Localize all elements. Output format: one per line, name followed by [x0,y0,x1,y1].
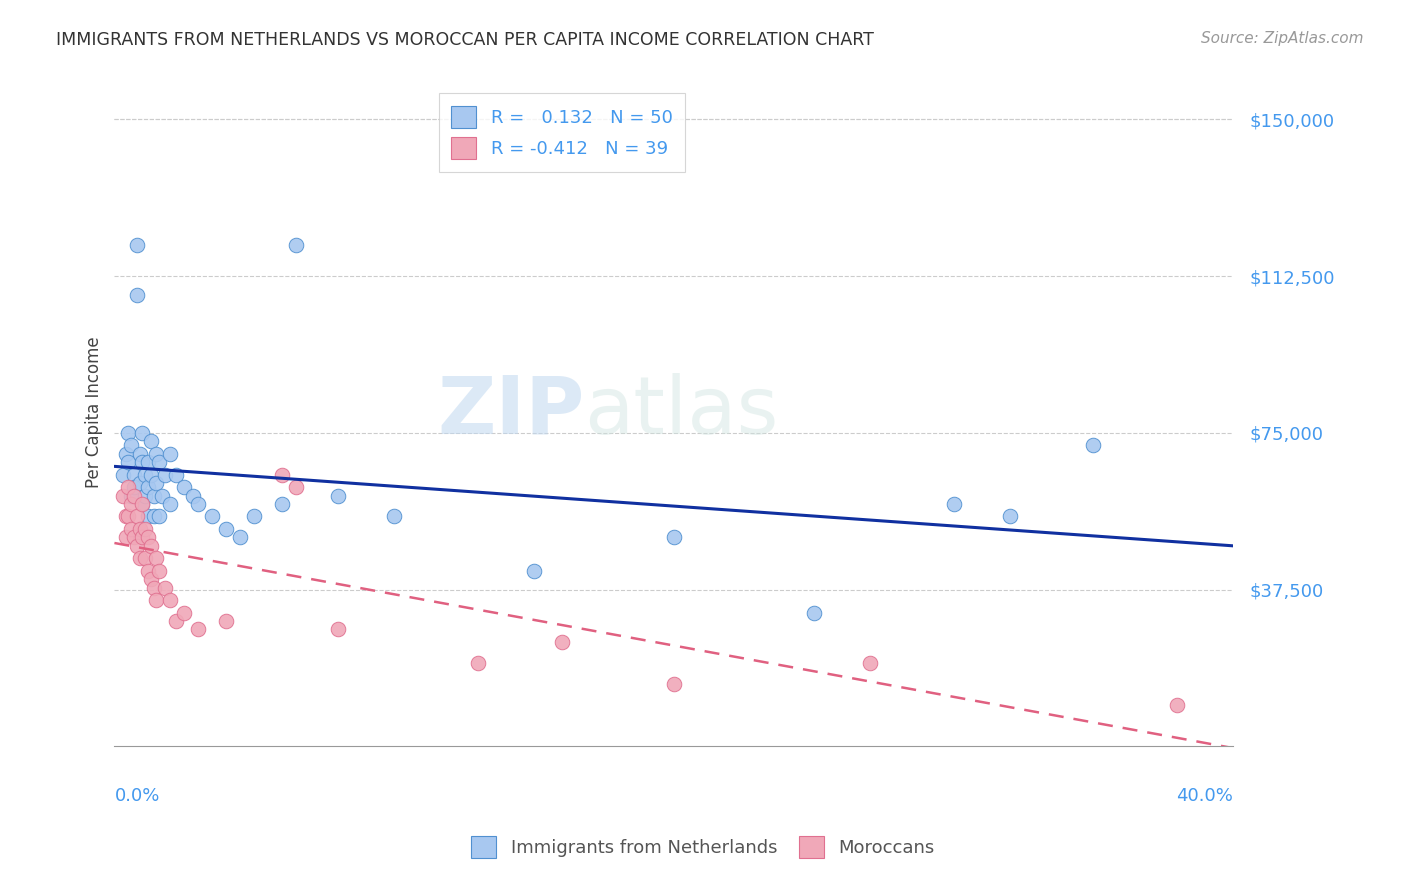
Point [382,509,405,524]
Point [285,480,308,494]
Point [1166,698,1188,712]
Point [153,467,176,482]
Point [134,551,156,566]
Point [662,530,685,544]
Point [942,497,965,511]
Point [122,489,145,503]
Point [551,635,574,649]
Text: 0.0%: 0.0% [114,787,160,805]
Point [114,447,136,461]
Point [142,489,165,503]
Point [125,539,148,553]
Point [125,509,148,524]
Point [128,475,150,490]
Point [662,676,685,690]
Point [145,447,167,461]
Legend: R =   0.132   N = 50, R = -0.412   N = 39: R = 0.132 N = 50, R = -0.412 N = 39 [439,93,685,171]
Point [111,489,134,503]
Point [215,614,238,628]
Point [131,455,153,469]
Point [998,509,1021,524]
Point [114,530,136,544]
Text: atlas: atlas [585,373,779,451]
Point [328,489,350,503]
Point [131,497,153,511]
Point [125,237,148,252]
Point [128,447,150,461]
Point [148,509,170,524]
Point [159,447,181,461]
Point [159,593,181,607]
Point [173,606,195,620]
Point [122,480,145,494]
Point [136,564,159,578]
Point [145,551,167,566]
Point [187,497,209,511]
Point [122,467,145,482]
Point [134,467,156,482]
Point [523,564,546,578]
Point [271,467,294,482]
Point [136,509,159,524]
Point [117,480,139,494]
Point [173,480,195,494]
Point [117,509,139,524]
Point [165,467,187,482]
Point [111,467,134,482]
Point [131,530,153,544]
Point [328,623,350,637]
Point [145,593,167,607]
Point [120,489,142,503]
Point [120,497,142,511]
Point [128,551,150,566]
Point [201,509,224,524]
Point [131,425,153,440]
Point [120,438,142,452]
Point [136,480,159,494]
Point [136,530,159,544]
Point [142,509,165,524]
Point [243,509,266,524]
Point [131,497,153,511]
Point [122,530,145,544]
Point [125,288,148,302]
Point [153,581,176,595]
Point [142,581,165,595]
Point [285,237,308,252]
Legend: Immigrants from Netherlands, Moroccans: Immigrants from Netherlands, Moroccans [464,829,942,865]
Point [139,539,162,553]
Point [187,623,209,637]
Point [114,509,136,524]
Point [145,475,167,490]
Text: ZIP: ZIP [437,373,585,451]
Point [215,522,238,536]
Y-axis label: Per Capita Income: Per Capita Income [86,336,103,488]
Point [117,425,139,440]
Point [271,497,294,511]
Point [120,522,142,536]
Point [150,489,173,503]
Point [148,564,170,578]
Point [117,455,139,469]
Text: Source: ZipAtlas.com: Source: ZipAtlas.com [1201,31,1364,46]
Point [128,522,150,536]
Point [139,467,162,482]
Point [181,489,204,503]
Point [803,606,825,620]
Point [148,455,170,469]
Point [467,656,489,670]
Text: IMMIGRANTS FROM NETHERLANDS VS MOROCCAN PER CAPITA INCOME CORRELATION CHART: IMMIGRANTS FROM NETHERLANDS VS MOROCCAN … [56,31,875,49]
Point [139,434,162,449]
Point [134,489,156,503]
Point [229,530,252,544]
Point [1083,438,1105,452]
Point [859,656,882,670]
Text: 40.0%: 40.0% [1177,787,1233,805]
Point [134,522,156,536]
Point [159,497,181,511]
Point [136,455,159,469]
Point [139,572,162,586]
Point [165,614,187,628]
